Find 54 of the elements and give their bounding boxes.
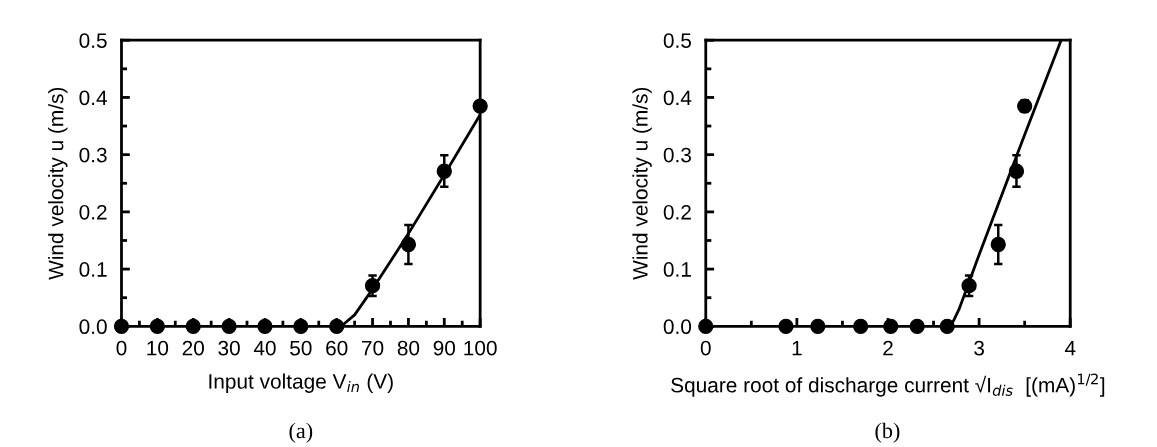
point (1008, 163, 1025, 179)
point (939, 318, 955, 334)
x-tick-label: 80 (397, 340, 420, 356)
point (990, 236, 1006, 253)
x-axis-title: Square root of discharge current √I$_{dis}$ [(mA)$^{1/2}$] (671, 373, 1105, 397)
point (149, 318, 165, 334)
y-tick-label: 0.0 (663, 319, 692, 335)
y-tick-label: 0.1 (663, 262, 691, 277)
x-tick-label: 100 (464, 340, 497, 356)
point (961, 278, 977, 294)
point (400, 236, 417, 253)
x-tick-label: 50 (290, 340, 312, 356)
x-tick-label: 1 (792, 340, 802, 356)
y-axis-title: Wind velocity u (m/s) (632, 87, 652, 280)
point (810, 318, 826, 334)
x-tick-label: 90 (433, 340, 456, 356)
y-tick-label: 0.0 (79, 319, 107, 335)
point (257, 318, 273, 334)
x-tick-label: 70 (362, 340, 384, 356)
x-axis-title: Input voltage V$_{in}$ (V) (209, 373, 393, 393)
y-tick-label: 0.3 (663, 147, 691, 163)
y-tick-label: 0.4 (663, 90, 692, 106)
point (472, 98, 488, 114)
point (113, 318, 130, 334)
x-tick-label: 0 (116, 340, 127, 356)
point (1017, 98, 1033, 114)
x-tick-label: 20 (182, 340, 204, 356)
point (853, 318, 869, 334)
y-tick-label: 0.1 (79, 262, 107, 277)
point (293, 318, 309, 334)
y-tick-label: 0.4 (79, 90, 107, 106)
y-axis-title: Wind velocity u (m/s) (48, 87, 68, 280)
text: (a) (289, 422, 313, 443)
x-tick-label: 3 (974, 340, 984, 356)
y-tick-label: 0.2 (663, 204, 691, 220)
point (364, 278, 381, 294)
y-tick-label: 0.2 (79, 204, 107, 220)
x-tick-label: 0 (700, 340, 711, 356)
x-tick-label: 2 (883, 340, 893, 356)
x-tick-label: 4 (1064, 340, 1076, 356)
x-tick-label: 40 (253, 340, 276, 356)
point (778, 318, 794, 334)
text: (b) (875, 422, 900, 443)
point (883, 318, 899, 334)
point (436, 163, 452, 179)
y-tick-label: 0.3 (79, 147, 107, 163)
point (185, 318, 201, 334)
x-tick-label: 10 (147, 340, 169, 356)
y-tick-label: 0.5 (663, 33, 692, 48)
x-tick-label: 30 (218, 340, 240, 356)
x-tick-label: 60 (326, 340, 348, 356)
point (909, 318, 925, 334)
y-tick-label: 0.5 (79, 33, 107, 48)
point (221, 318, 237, 334)
